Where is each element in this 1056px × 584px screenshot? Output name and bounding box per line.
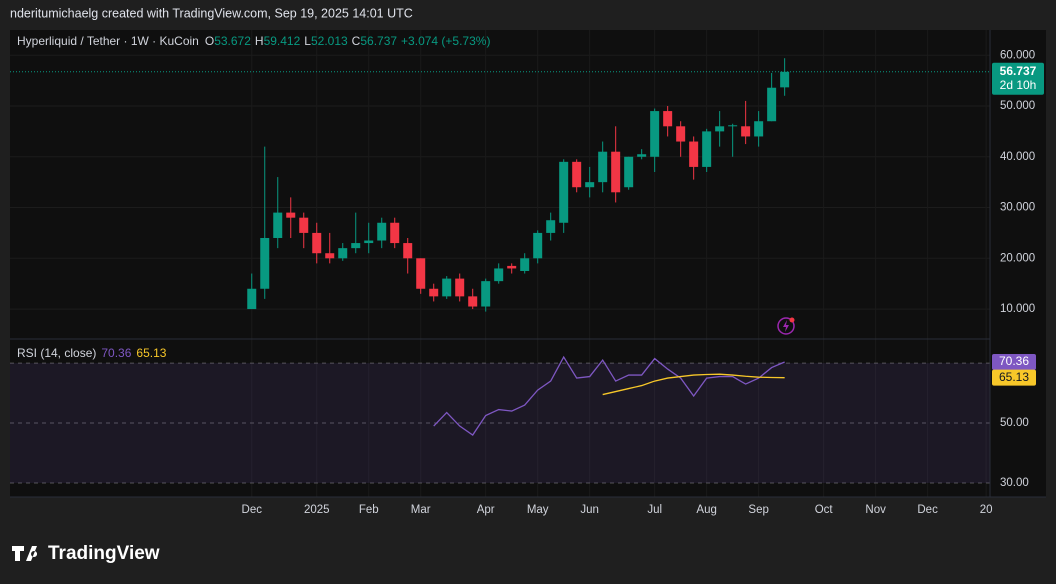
ohlc-value: 52.013 bbox=[311, 34, 348, 48]
candle-body bbox=[689, 141, 699, 167]
candle-body bbox=[247, 288, 257, 310]
ohlc-label: C bbox=[352, 34, 361, 48]
x-tick-label: Sep bbox=[748, 504, 768, 516]
candle-body bbox=[416, 258, 426, 289]
candle-body bbox=[624, 156, 634, 188]
x-tick-label: Jun bbox=[580, 504, 599, 516]
candle-body bbox=[533, 232, 543, 259]
candle-body bbox=[351, 243, 361, 249]
ohlc-value: 56.737 bbox=[360, 34, 397, 48]
x-tick-label: 2025 bbox=[304, 504, 330, 516]
candle-body bbox=[468, 296, 478, 307]
countdown: 2d 10h bbox=[1000, 78, 1037, 92]
candle-body bbox=[702, 131, 712, 167]
candle-body bbox=[377, 222, 387, 241]
x-tick-label: May bbox=[527, 504, 549, 516]
candle-body bbox=[546, 220, 556, 233]
ma-value: 65.13 bbox=[136, 346, 166, 360]
y-tick-label: 30.000 bbox=[1000, 202, 1035, 214]
y-tick-label: 50.000 bbox=[1000, 100, 1035, 112]
y-tick-label: 20.000 bbox=[1000, 252, 1035, 264]
rsi-tag bbox=[992, 354, 1036, 371]
plot: 10.000 20.000 30.000 40.000 50.000 60.000 Dec 2… bbox=[10, 30, 1044, 516]
x-tick-label: Oct bbox=[815, 504, 834, 516]
candle-body bbox=[390, 222, 400, 244]
y-tick-label: 10.000 bbox=[1000, 303, 1035, 315]
candle-body bbox=[286, 212, 296, 218]
candle-body bbox=[299, 217, 309, 233]
candle-body bbox=[715, 126, 725, 132]
x-tick-label: Apr bbox=[477, 504, 495, 516]
ohlc-label: L bbox=[304, 34, 311, 48]
candle-body bbox=[767, 87, 777, 122]
candle-body bbox=[260, 237, 270, 289]
candle-body bbox=[780, 71, 790, 88]
ohlc-value: 53.672 bbox=[214, 34, 251, 48]
candle-body bbox=[637, 154, 647, 157]
candle-body bbox=[611, 151, 621, 193]
candle-body bbox=[559, 161, 569, 223]
rsi-band bbox=[10, 363, 990, 484]
symbol: Hyperliquid / Tether · 1W · KuCoin bbox=[17, 34, 199, 48]
candle-body bbox=[754, 121, 764, 137]
rsi-title: RSI (14, close) bbox=[17, 346, 96, 360]
candle-body bbox=[598, 151, 608, 183]
price-tag-label: 56.737 bbox=[1000, 64, 1037, 78]
rsi-line bbox=[433, 355, 785, 436]
y-tick-label: 60.000 bbox=[1000, 49, 1035, 61]
candle-body bbox=[442, 278, 452, 297]
candle-body bbox=[325, 253, 335, 259]
candle-body bbox=[429, 288, 439, 297]
candle-body bbox=[520, 258, 530, 271]
logo bbox=[12, 546, 38, 561]
candle-body bbox=[312, 232, 322, 254]
candle-body bbox=[572, 161, 582, 188]
x-tick-label: 20 bbox=[980, 504, 993, 516]
candle-body bbox=[663, 111, 673, 127]
candle-body bbox=[338, 248, 348, 259]
x-tick-label: Mar bbox=[411, 504, 431, 516]
ohlc-value: 59.412 bbox=[264, 34, 301, 48]
candle-body bbox=[481, 281, 491, 307]
header: nderitumichaelg created with TradingView… bbox=[10, 6, 413, 20]
legend: Hyperliquid / Tether · 1W · KuCoin O53.67… bbox=[17, 34, 490, 48]
candle-body bbox=[494, 268, 504, 282]
candle-body bbox=[650, 111, 660, 157]
change: +3.074 (+5.73%) bbox=[401, 34, 490, 48]
candle-body bbox=[273, 212, 283, 238]
candle-body bbox=[676, 126, 686, 142]
logo-text: TradingView bbox=[48, 543, 160, 564]
candle-body bbox=[455, 278, 465, 297]
rsi-tag-label: 65.13 bbox=[999, 370, 1029, 384]
x-tick-label: Jul bbox=[647, 504, 662, 516]
alert-icon[interactable] bbox=[777, 317, 795, 335]
candle-body bbox=[364, 240, 374, 244]
x-tick-label: Nov bbox=[865, 504, 886, 516]
candle-body bbox=[403, 243, 413, 259]
ohlc-label: O bbox=[205, 34, 214, 48]
x-tick-label: Aug bbox=[696, 504, 716, 516]
candle-body bbox=[728, 125, 738, 127]
ohlc: O53.672 H59.412 L52.013 C56.737 bbox=[205, 34, 398, 48]
x-tick-label: Feb bbox=[359, 504, 379, 516]
y-tick-label: 50.00 bbox=[1000, 417, 1029, 429]
price-tag bbox=[992, 62, 1044, 95]
candle-body bbox=[585, 182, 595, 188]
rsi-tag-label: 70.36 bbox=[999, 354, 1029, 368]
y-tick-label: 40.000 bbox=[1000, 151, 1035, 163]
x-tick-label: Dec bbox=[242, 504, 263, 516]
rsi-tag bbox=[992, 369, 1036, 386]
y-tick-label: 30.00 bbox=[1000, 477, 1029, 489]
rsi-legend: RSI (14, close) 70.36 65.13 bbox=[17, 346, 167, 360]
rsi-value: 70.36 bbox=[101, 346, 131, 360]
x-tick-label: Dec bbox=[917, 504, 938, 516]
rsi-line bbox=[602, 373, 785, 396]
candle-body bbox=[741, 126, 751, 137]
candle-body bbox=[507, 265, 517, 269]
ohlc-label: H bbox=[255, 34, 264, 48]
